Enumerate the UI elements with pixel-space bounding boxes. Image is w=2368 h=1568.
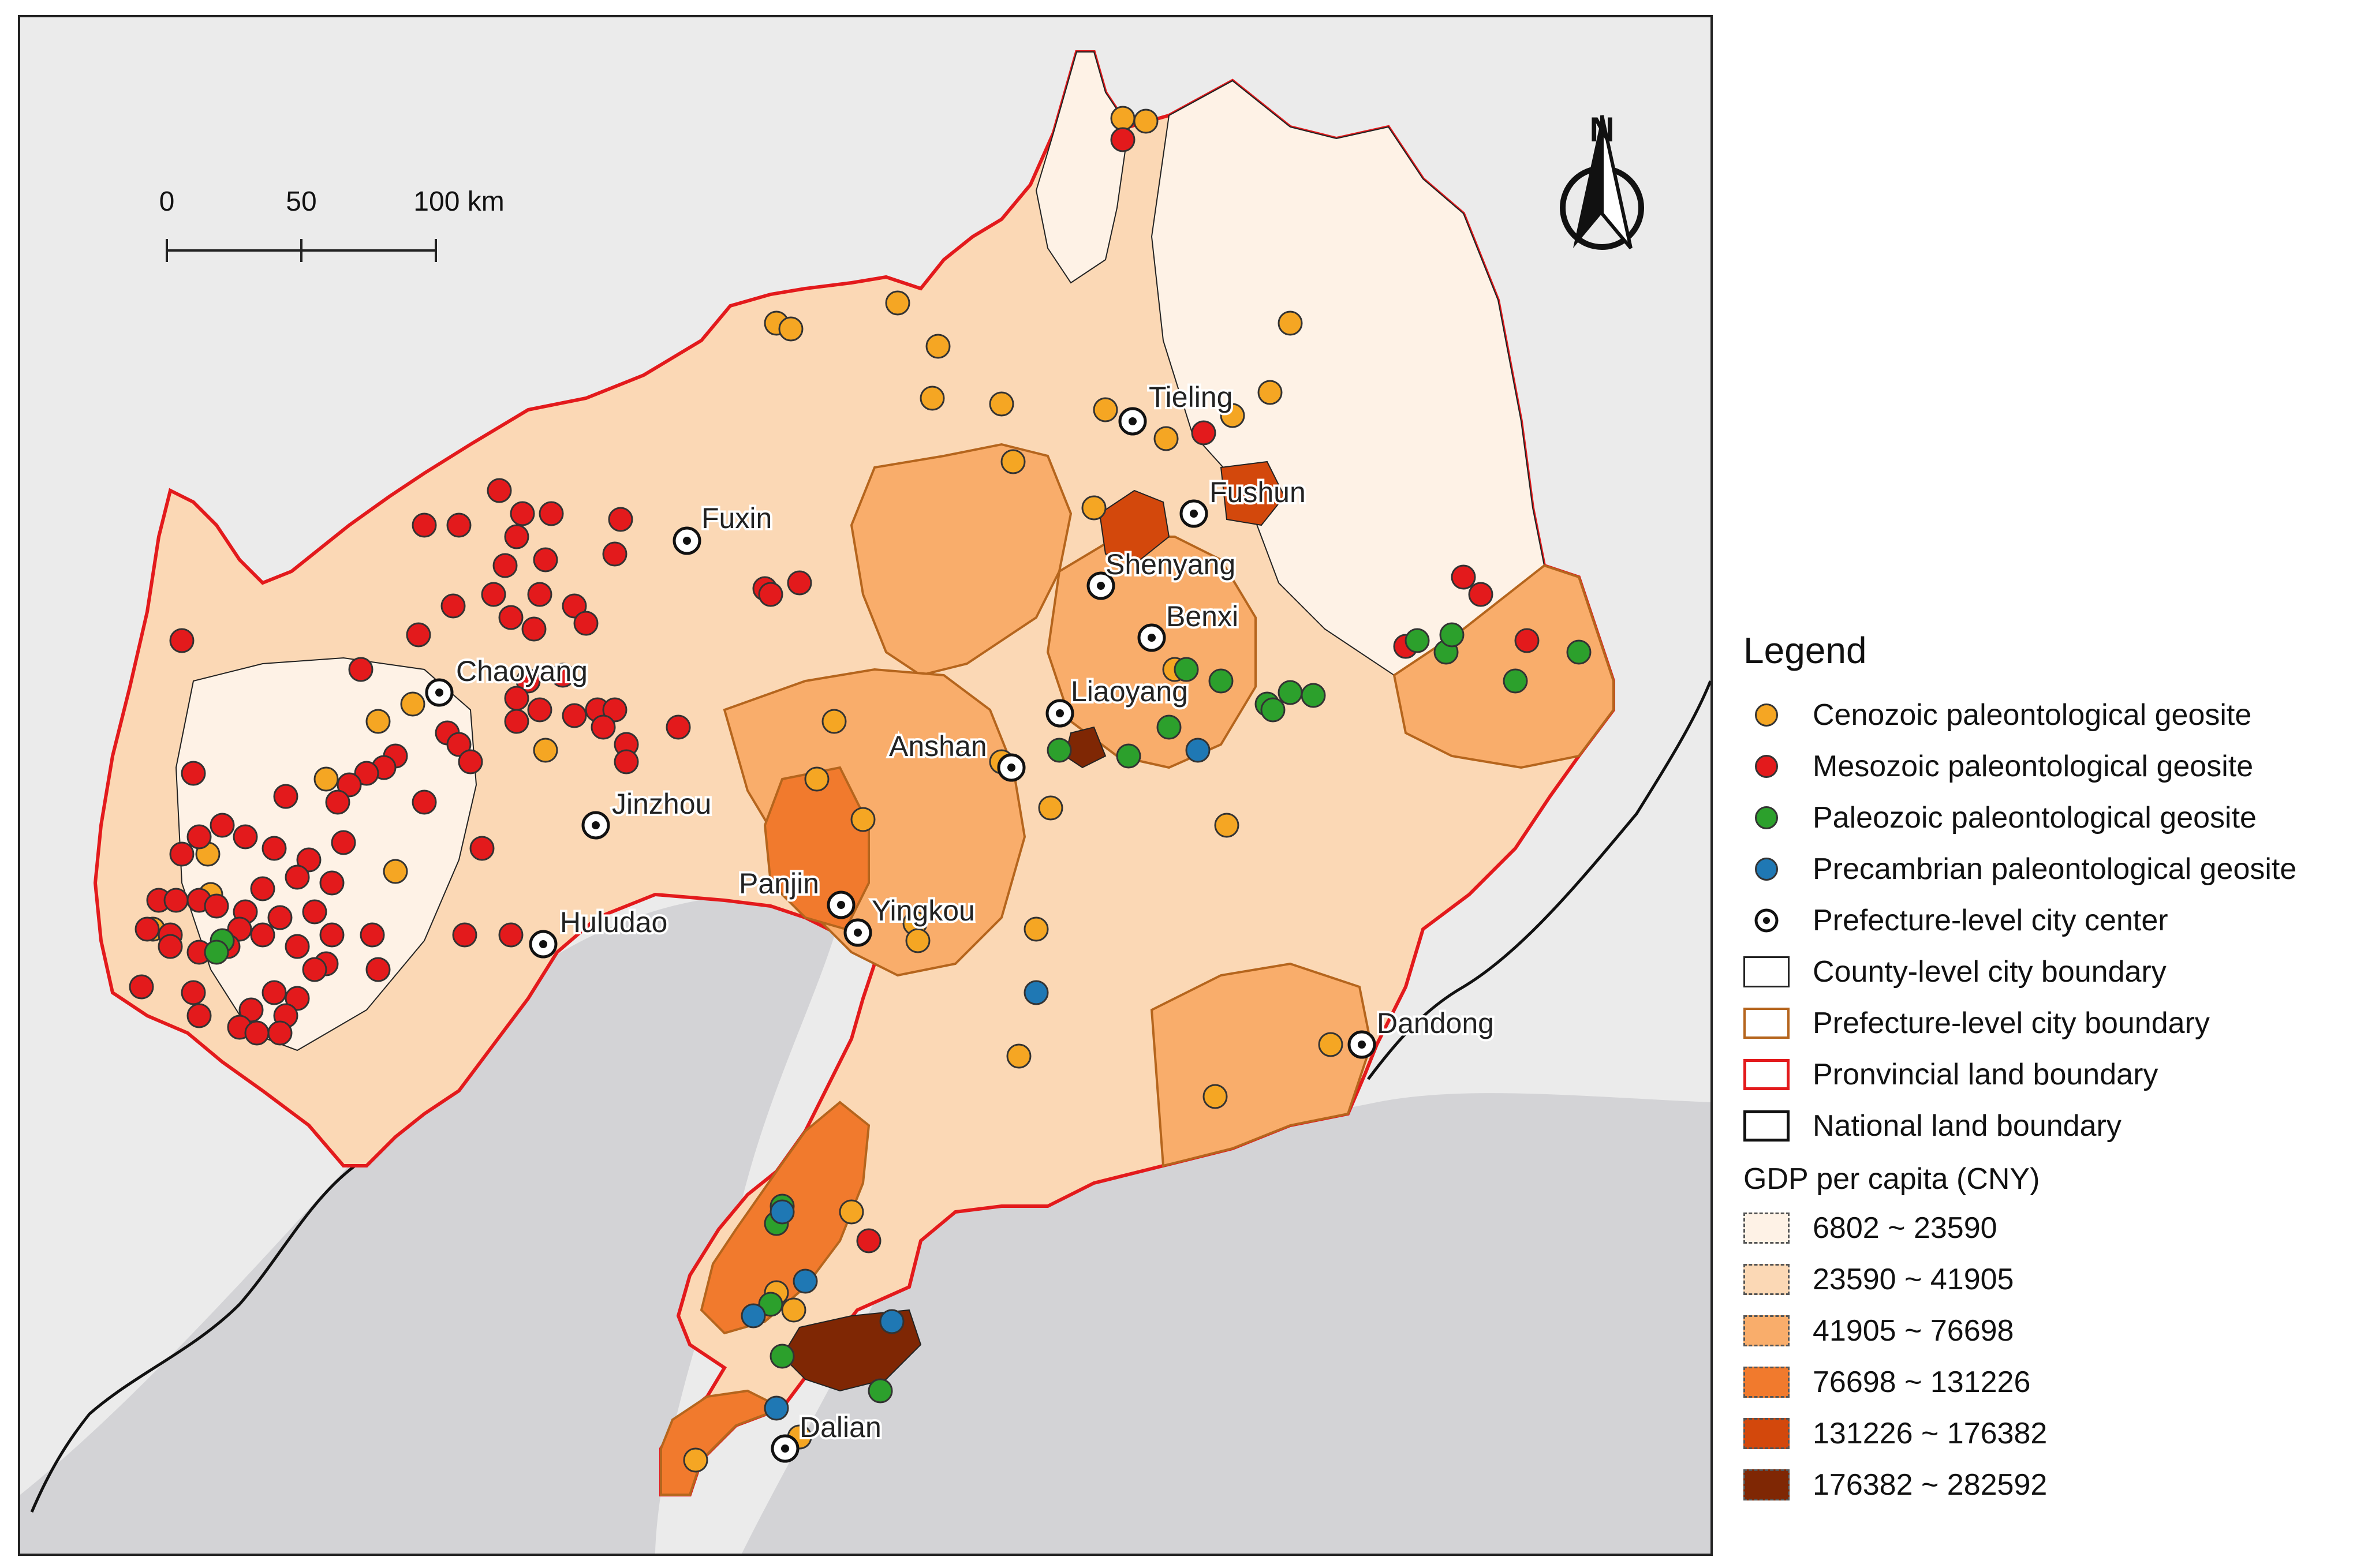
legend-item-national-boundary: National land boundary [1743, 1100, 2361, 1151]
city-center-dots [435, 417, 1366, 1453]
city-label-fushun: Fushun [1209, 476, 1306, 508]
map-canvas: Tieling Fushun Fuxin Shenyang Benxi Chao… [20, 50, 1710, 1554]
precambrian-dot-icon [1755, 857, 1778, 881]
legend-item-county-boundary: County-level city boundary [1743, 946, 2361, 997]
provincial-boundary-swatch-icon [1743, 1058, 1790, 1090]
legend-label: Precambrian paleontological geosite [1813, 852, 2297, 886]
legend-item-city-center: Prefecture-level city center [1743, 895, 2361, 946]
legend-item-cenozoic: Cenozoic paleontological geosite [1743, 689, 2361, 740]
gdp-swatch-icon [1743, 1212, 1790, 1244]
national-boundary-east [1367, 680, 1710, 1080]
legend-item-prefecture-boundary: Prefecture-level city boundary [1743, 997, 2361, 1049]
scale-tick-0: 0 [159, 186, 175, 217]
gdp-swatch-icon [1743, 1315, 1790, 1346]
city-label-shenyang: Shenyang [1105, 548, 1235, 581]
gdp-class-2: 23590 ~ 41905 [1743, 1253, 2361, 1305]
gdp-class-3: 41905 ~ 76698 [1743, 1305, 2361, 1356]
gdp-swatch-icon [1743, 1417, 1790, 1449]
city-label-anshan: Anshan [889, 730, 987, 762]
gdp-legend-title: GDP per capita (CNY) [1743, 1162, 2040, 1196]
mesozoic-geosites [129, 127, 1540, 1253]
national-boundary-west [30, 1165, 356, 1513]
precambrian-geosites [741, 738, 1211, 1421]
paleozoic-dot-icon [1755, 806, 1778, 829]
legend-label: Cenozoic paleontological geosite [1813, 698, 2252, 732]
geosites [129, 106, 1592, 1473]
legend-label: Paleozoic paleontological geosite [1813, 800, 2257, 834]
prefecture-boundary-swatch-icon [1743, 1007, 1790, 1039]
map-frame: Tieling Fushun Fuxin Shenyang Benxi Chao… [18, 15, 1713, 1556]
legend-label: 76698 ~ 131226 [1813, 1365, 2031, 1399]
legend: Legend Cenozoic paleontological geosite … [1743, 629, 2361, 1510]
city-label-tieling: Tieling [1149, 381, 1232, 413]
scale-bar: 0 50 100 km [159, 186, 505, 262]
legend-label: County-level city boundary [1813, 955, 2167, 989]
legend-title: Legend [1743, 630, 1867, 671]
gdp-swatch-icon [1743, 1366, 1790, 1398]
district-dalian-south [660, 1389, 785, 1496]
gdp-swatch-icon [1743, 1263, 1790, 1295]
city-label-fuxin: Fuxin [701, 502, 772, 534]
district-shenyang-region [850, 443, 1073, 677]
legend-label: Prefecture-level city boundary [1813, 1006, 2210, 1040]
mesozoic-dot-icon [1755, 754, 1778, 778]
city-label-panjin: Panjin [739, 867, 819, 900]
district-tieling-north [1035, 51, 1130, 284]
legend-label: Mesozoic paleontological geosite [1813, 749, 2254, 783]
legend-label: Pronvincial land boundary [1813, 1057, 2158, 1091]
city-label-yingkou: Yingkou [872, 895, 975, 927]
city-label-benxi: Benxi [1166, 600, 1238, 633]
legend-item-mesozoic: Mesozoic paleontological geosite [1743, 740, 2361, 792]
district-fushun [1220, 461, 1286, 526]
scale-tick-50: 50 [286, 186, 316, 217]
legend-label: 6802 ~ 23590 [1813, 1211, 1997, 1245]
legend-item-paleozoic: Paleozoic paleontological geosite [1743, 792, 2361, 843]
legend-label: National land boundary [1813, 1109, 2122, 1143]
city-label-huludao: Huludao [560, 906, 667, 938]
national-boundary-swatch-icon [1743, 1110, 1790, 1142]
county-boundary-swatch-icon [1743, 956, 1790, 987]
legend-label: 131226 ~ 176382 [1813, 1416, 2048, 1450]
city-label-jinzhou: Jinzhou [612, 788, 711, 820]
gdp-swatch-icon [1743, 1469, 1790, 1500]
cenozoic-dot-icon [1755, 703, 1778, 727]
gdp-class-5: 131226 ~ 176382 [1743, 1408, 2361, 1459]
bohai-sea [20, 896, 840, 1554]
city-labels: Tieling Fushun Fuxin Shenyang Benxi Chao… [454, 379, 1496, 1446]
scale-tick-100km: 100 km [413, 186, 504, 217]
city-label-liaoyang: Liaoyang [1071, 675, 1188, 708]
north-arrow: N [1560, 110, 1644, 250]
legend-label: 176382 ~ 282592 [1813, 1468, 2048, 1502]
legend-label: 41905 ~ 76698 [1813, 1313, 2014, 1348]
district-dandong-east [1392, 564, 1615, 769]
district-dandong-south [1150, 962, 1373, 1167]
gdp-class-4: 76698 ~ 131226 [1743, 1356, 2361, 1408]
legend-label: Prefecture-level city center [1813, 903, 2168, 937]
gdp-class-1: 6802 ~ 23590 [1743, 1202, 2361, 1253]
gdp-class-6: 176382 ~ 282592 [1743, 1459, 2361, 1510]
north-label: N [1589, 110, 1614, 149]
district-shenyang-core [1099, 489, 1170, 561]
legend-label: 23590 ~ 41905 [1813, 1262, 2014, 1296]
legend-item-provincial-boundary: Pronvincial land boundary [1743, 1049, 2361, 1100]
legend-item-precambrian: Precambrian paleontological geosite [1743, 843, 2361, 895]
city-label-dalian: Dalian [800, 1411, 882, 1443]
city-center-icon [1754, 908, 1779, 932]
city-label-chaoyang: Chaoyang [456, 655, 588, 687]
city-label-dandong: Dandong [1377, 1007, 1494, 1039]
